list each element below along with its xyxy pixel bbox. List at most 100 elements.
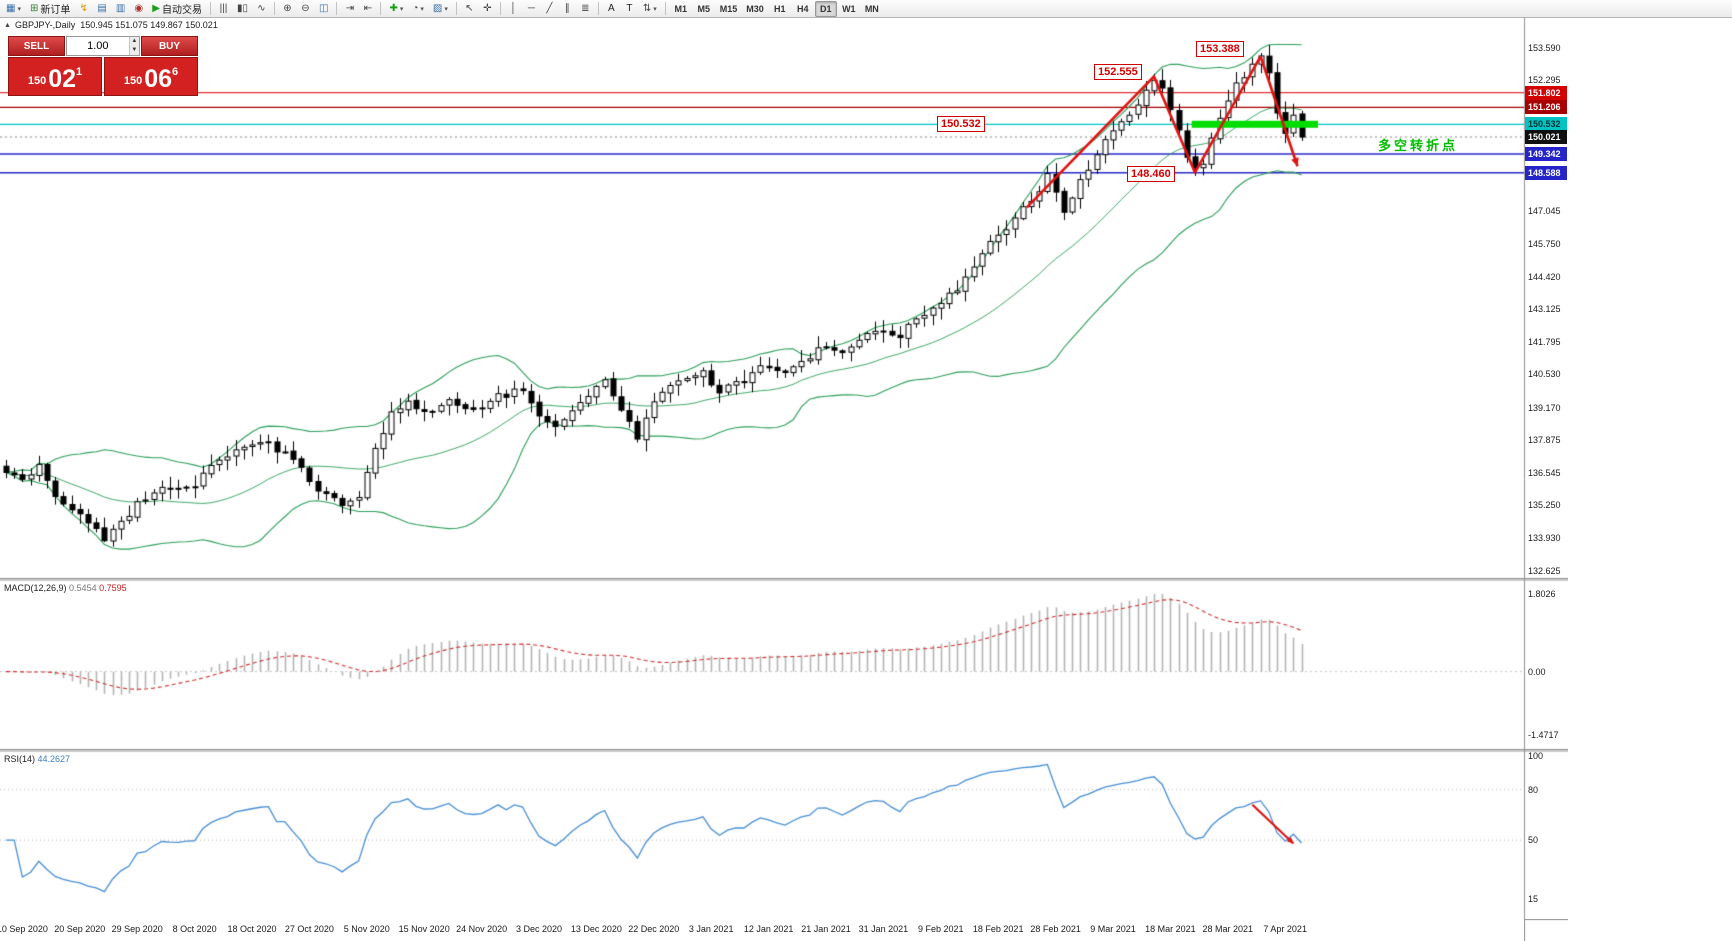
volume-input[interactable] (67, 37, 129, 55)
volume-box: ▲ ▼ (66, 36, 140, 56)
timeframe-w1-button-label: W1 (842, 3, 856, 14)
zoom-in-icon: ⊕ (283, 2, 292, 14)
buy-price-box[interactable]: 150 06 6 (104, 57, 198, 96)
price-axis[interactable]: 153.590 152.295 147.045 145.750 144.420 143.1… (1524, 18, 1568, 941)
date-tick: 10 Sep 2020 (0, 924, 48, 934)
periods-icon: ◔ (412, 2, 419, 14)
rsi-value: 44.2627 (37, 754, 71, 764)
timeframe-w1-button[interactable]: W1 (838, 1, 860, 17)
community-button[interactable]: ◉ (130, 1, 147, 17)
date-tick: 8 Oct 2020 (172, 924, 217, 934)
bar-chart-type-icon: ||| (219, 2, 228, 14)
date-tick: 28 Mar 2021 (1202, 924, 1254, 934)
date-tick: 24 Nov 2020 (456, 924, 508, 934)
date-tick: 18 Mar 2021 (1145, 924, 1196, 934)
date-tick: 12 Jan 2021 (743, 924, 794, 934)
price-tick: 147.045 (1528, 206, 1561, 217)
sell-price-box[interactable]: 150 02 1 (8, 57, 102, 96)
auto-scroll-button[interactable]: ⇥ (341, 1, 358, 17)
timeframe-m15-button[interactable]: M15 (716, 1, 742, 17)
date-tick: 13 Dec 2020 (570, 924, 622, 934)
annotation-price-150532[interactable]: 150.532 (937, 116, 985, 132)
buy-price-sup: 6 (172, 66, 179, 78)
tile-windows-icon: ◫ (318, 2, 329, 14)
periods-button[interactable]: ◔ ▾ (408, 1, 428, 17)
annotation-price-152555[interactable]: 152.555 (1094, 64, 1142, 80)
annotation-price-148460[interactable]: 148.460 (1127, 166, 1175, 182)
indicators-icon: ✚ (389, 2, 398, 14)
timeframe-m5-button[interactable]: M5 (693, 1, 715, 17)
timeframe-m15-button-label: M15 (719, 3, 738, 14)
fibonacci-button[interactable]: ≣ (577, 1, 594, 17)
arrows-button[interactable]: ⇅ ▾ (639, 1, 661, 17)
indicators-button[interactable]: ✚ ▾ (385, 1, 407, 17)
toolbar-separator (209, 2, 211, 15)
price-level-label: 148.588 (1525, 165, 1567, 180)
market-watch-button[interactable]: ▤ (93, 1, 110, 17)
zoom-out-button[interactable]: ⊖ (297, 1, 314, 17)
price-tick: 140.530 (1528, 368, 1561, 379)
date-tick: 18 Oct 2020 (227, 924, 277, 934)
horizontal-line-button[interactable]: ─ (523, 1, 540, 17)
timeframe-m30-button[interactable]: M30 (742, 1, 768, 17)
sell-button[interactable]: SELL (8, 36, 65, 56)
rsi-axis-tick: 100 (1528, 751, 1544, 761)
candlestick-type-icon: ▮▯ (236, 2, 248, 14)
price-tick: 139.170 (1528, 402, 1561, 413)
line-chart-type-button[interactable]: ∿ (253, 1, 270, 17)
zoom-in-button[interactable]: ⊕ (279, 1, 296, 17)
macd-header: MACD(12,26,9) 0.5454 0.7595 (4, 583, 127, 593)
one-click-panel-toggle[interactable]: ▲ (4, 22, 11, 29)
templates-button[interactable]: ▨ ▾ (429, 1, 452, 17)
timeframe-m1-button-label: M1 (674, 3, 688, 14)
tile-windows-button[interactable]: ◫ (315, 1, 332, 17)
timeframe-h4-button[interactable]: H4 (792, 1, 814, 17)
price-tick: 152.295 (1528, 75, 1561, 86)
sell-price-sup: 1 (76, 66, 83, 78)
text-label-button[interactable]: T (621, 1, 638, 17)
annotation-price-153388[interactable]: 153.388 (1196, 41, 1244, 57)
crosshair-button[interactable]: ✛ (479, 1, 496, 17)
toolbar-separator (273, 2, 275, 15)
date-tick: 21 Jan 2021 (801, 924, 851, 934)
buy-button[interactable]: BUY (141, 36, 198, 56)
bar-chart-type-button[interactable]: ||| (215, 1, 232, 17)
timeframe-m1-button[interactable]: M1 (670, 1, 692, 17)
new-order-button[interactable]: ⊞ 新订单 (26, 1, 74, 17)
chart-canvas[interactable] (0, 18, 1568, 941)
dropdown-arrow-icon: ▾ (420, 5, 424, 13)
text-button[interactable]: A (603, 1, 620, 17)
dropdown-arrow-icon: ▾ (444, 5, 448, 13)
line-chart-type-icon: ∿ (257, 2, 266, 14)
new-chart-button[interactable]: ▦ ▾ (2, 1, 25, 17)
vertical-line-button[interactable]: │ (505, 1, 522, 17)
data-window-icon: ▥ (115, 2, 126, 14)
metaeditor-icon: ↯ (79, 2, 89, 14)
vertical-line-icon: │ (510, 2, 517, 14)
volume-up-icon[interactable]: ▲ (129, 37, 139, 46)
date-tick: 27 Oct 2020 (284, 924, 334, 934)
cursor-button[interactable]: ↖ (461, 1, 478, 17)
macd-axis-tick: 1.8026 (1528, 588, 1556, 599)
new-order-button-label: 新订单 (40, 5, 71, 16)
chart-shift-button[interactable]: ⇤ (359, 1, 376, 17)
autotrading-button[interactable]: ▶ 自动交易 (148, 1, 206, 17)
macd-main-value: 0.5454 (69, 583, 97, 593)
turning-point-text[interactable]: 多空转折点 (1378, 138, 1459, 153)
candlestick-type-button[interactable]: ▮▯ (233, 1, 252, 17)
timeframe-h1-button[interactable]: H1 (769, 1, 791, 17)
volume-down-icon[interactable]: ▼ (129, 46, 139, 55)
timeframe-d1-button[interactable]: D1 (814, 0, 837, 17)
timeframe-mn-button[interactable]: MN (861, 1, 883, 17)
price-tick: 141.795 (1528, 337, 1561, 348)
time-axis[interactable]: 10 Sep 2020 20 Sep 2020 29 Sep 2020 8 Oct 2… (0, 919, 1524, 941)
data-window-button[interactable]: ▥ (112, 1, 129, 17)
trendline-button[interactable]: ╱ (541, 1, 558, 17)
buy-price-prefix: 150 (123, 75, 143, 87)
metaeditor-button[interactable]: ↯ (75, 1, 92, 17)
channel-button[interactable]: ∥ (559, 1, 576, 17)
price-tick: 137.875 (1528, 434, 1561, 445)
date-tick: 18 Feb 2021 (972, 924, 1024, 934)
rsi-axis-tick: 15 (1528, 893, 1539, 904)
price-tick: 153.590 (1528, 43, 1561, 53)
